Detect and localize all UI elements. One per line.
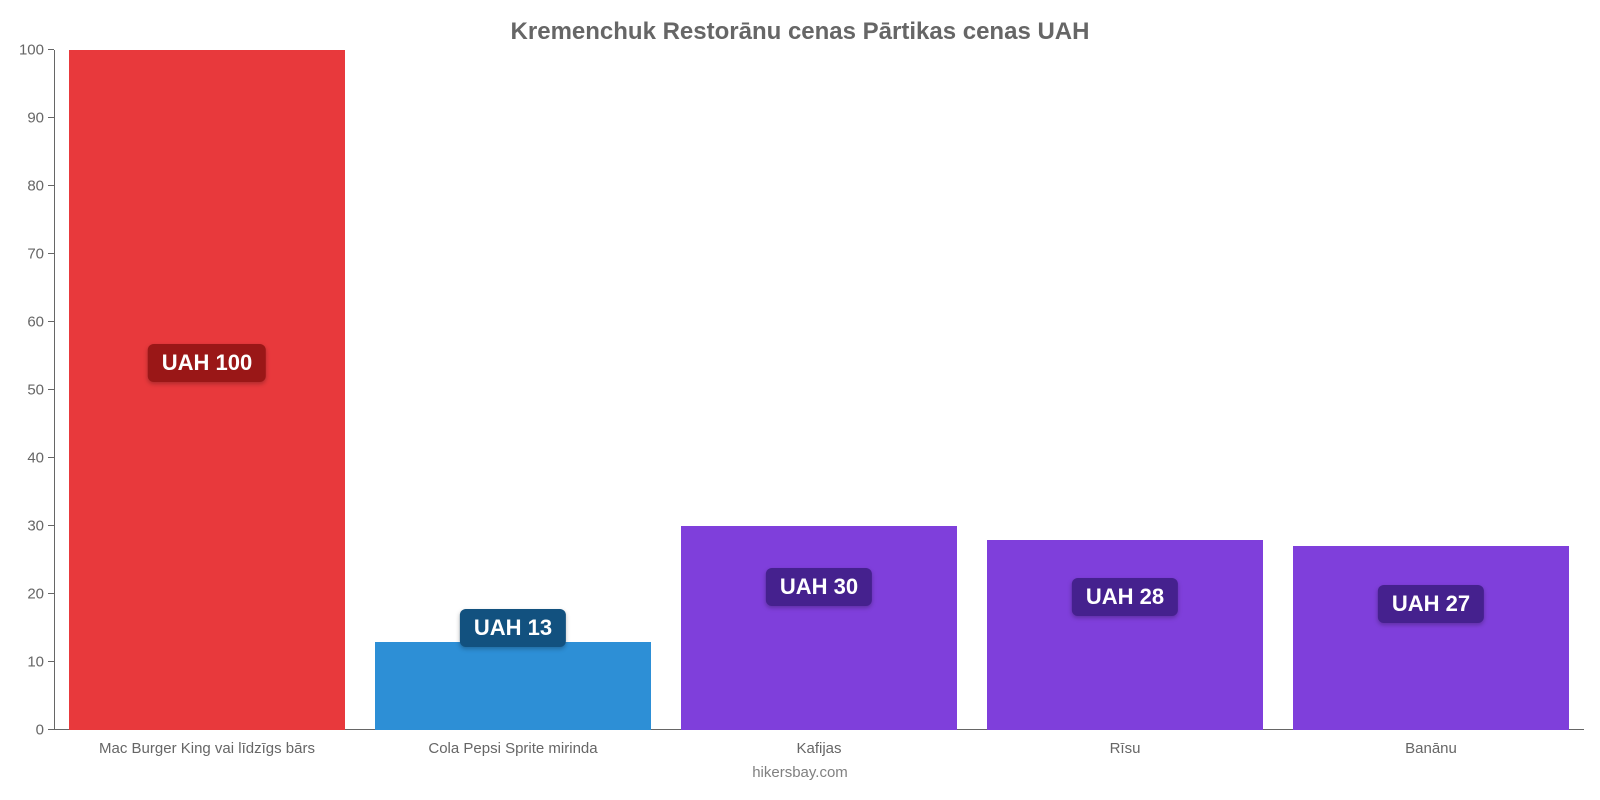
x-tick-label: Banānu bbox=[1405, 740, 1457, 757]
chart-title: Kremenchuk Restorānu cenas Pārtikas cena… bbox=[0, 18, 1600, 46]
x-tick-label: Cola Pepsi Sprite mirinda bbox=[428, 740, 597, 757]
bar bbox=[69, 50, 344, 730]
value-badge: UAH 100 bbox=[148, 344, 266, 382]
value-badge: UAH 30 bbox=[766, 568, 872, 606]
x-tick-label: Rīsu bbox=[1110, 740, 1141, 757]
y-tick-label: 90 bbox=[27, 110, 44, 127]
value-badge: UAH 28 bbox=[1072, 578, 1178, 616]
value-badge: UAH 13 bbox=[460, 609, 566, 647]
bar bbox=[987, 540, 1262, 730]
bar-slot: Cola Pepsi Sprite mirindaUAH 13 bbox=[360, 50, 666, 730]
y-tick-label: 10 bbox=[27, 654, 44, 671]
bar bbox=[1293, 546, 1568, 730]
bar-slot: BanānuUAH 27 bbox=[1278, 50, 1584, 730]
plot-area: 0102030405060708090100 Mac Burger King v… bbox=[54, 50, 1584, 730]
y-tick-label: 60 bbox=[27, 314, 44, 331]
chart-footer: hikersbay.com bbox=[0, 764, 1600, 781]
bar-slot: KafijasUAH 30 bbox=[666, 50, 972, 730]
bar-slot: Mac Burger King vai līdzīgs bārsUAH 100 bbox=[54, 50, 360, 730]
bars-group: Mac Burger King vai līdzīgs bārsUAH 100C… bbox=[54, 50, 1584, 730]
y-tick-label: 40 bbox=[27, 450, 44, 467]
y-tick-label: 100 bbox=[19, 42, 44, 59]
y-tick-label: 20 bbox=[27, 586, 44, 603]
bar-slot: RīsuUAH 28 bbox=[972, 50, 1278, 730]
y-tick-label: 50 bbox=[27, 382, 44, 399]
bar bbox=[681, 526, 956, 730]
value-badge: UAH 27 bbox=[1378, 585, 1484, 623]
x-tick-label: Kafijas bbox=[796, 740, 841, 757]
y-tick-label: 80 bbox=[27, 178, 44, 195]
y-tick-label: 30 bbox=[27, 518, 44, 535]
chart-container: Kremenchuk Restorānu cenas Pārtikas cena… bbox=[0, 0, 1600, 800]
x-tick-label: Mac Burger King vai līdzīgs bārs bbox=[99, 740, 315, 757]
y-tick-label: 0 bbox=[36, 722, 44, 739]
bar bbox=[375, 642, 650, 730]
y-tick-label: 70 bbox=[27, 246, 44, 263]
